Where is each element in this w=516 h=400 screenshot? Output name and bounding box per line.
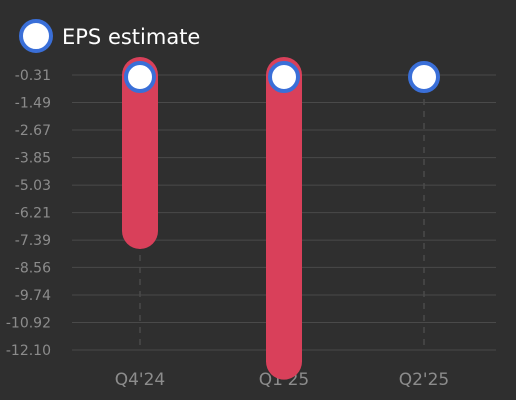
y-tick-label: -0.31 xyxy=(15,68,51,84)
y-tick-label: -9.74 xyxy=(15,288,51,304)
y-tick-label: -8.56 xyxy=(15,260,51,276)
legend: EPS estimate xyxy=(19,19,200,53)
y-tick-label: -5.03 xyxy=(15,178,51,194)
y-tick-label: -7.39 xyxy=(15,233,51,249)
x-tick-label: Q1'25 xyxy=(259,370,310,390)
eps-estimate-marker xyxy=(268,61,300,93)
y-tick-label: -2.67 xyxy=(15,123,51,139)
y-tick-label: -6.21 xyxy=(15,206,51,222)
y-tick-label: -3.85 xyxy=(15,151,51,167)
x-tick-label: Q4'24 xyxy=(115,370,166,390)
legend-label: EPS estimate xyxy=(62,25,200,49)
legend-marker-icon xyxy=(19,19,53,53)
bars xyxy=(122,57,302,380)
markers xyxy=(124,61,440,93)
y-tick-label: -12.10 xyxy=(6,343,51,359)
eps-estimate-marker xyxy=(408,61,440,93)
y-tick-label: -10.92 xyxy=(6,315,51,331)
x-tick-label: Q2'25 xyxy=(399,370,450,390)
x-axis: Q4'24 Q1'25 Q2'25 xyxy=(115,370,450,390)
y-axis: -0.31 -1.49 -2.67 -3.85 -5.03 -6.21 -7.39 -8.56… xyxy=(6,68,51,359)
y-tick-label: -1.49 xyxy=(15,96,51,112)
eps-estimate-marker xyxy=(124,61,156,93)
